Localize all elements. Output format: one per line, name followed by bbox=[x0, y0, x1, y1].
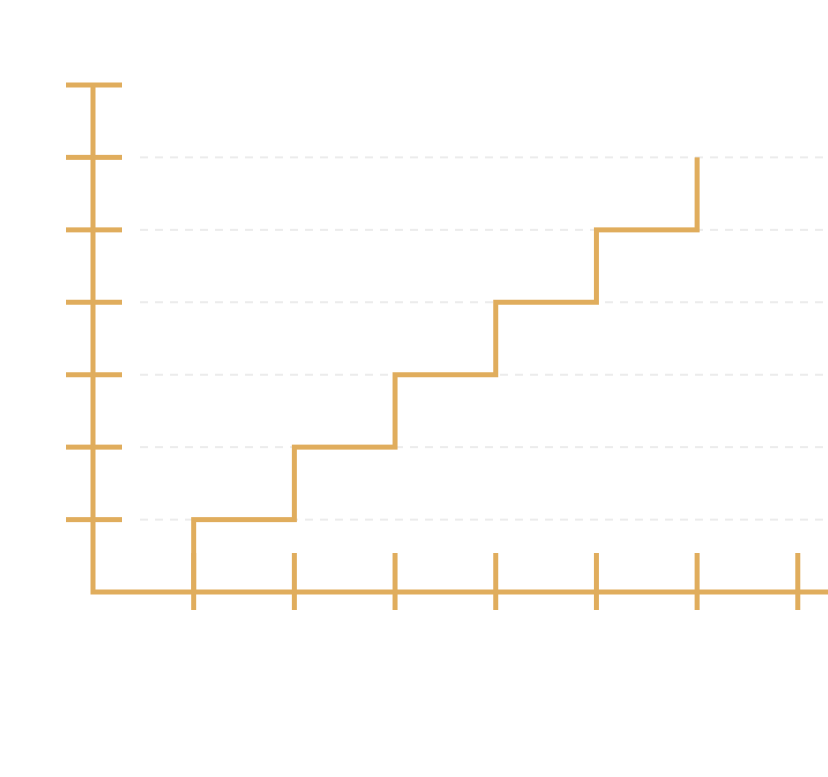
y-gridlines bbox=[140, 156, 828, 521]
step-series-line bbox=[191, 157, 700, 592]
axis-ticks bbox=[66, 82, 801, 610]
axes bbox=[90, 83, 828, 595]
